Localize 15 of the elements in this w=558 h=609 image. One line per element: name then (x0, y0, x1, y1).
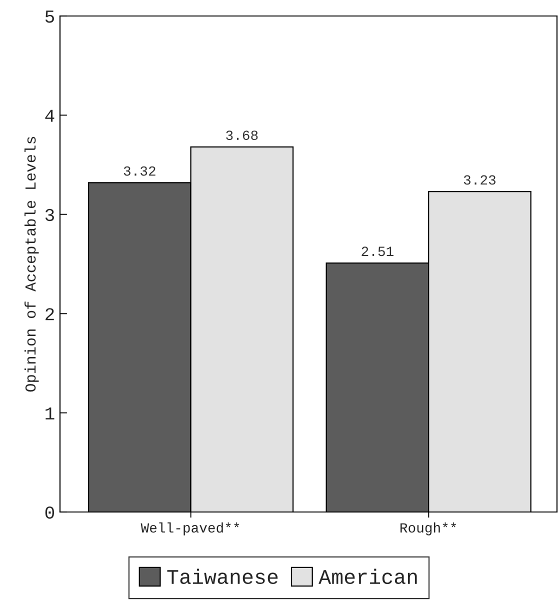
x-tick-label: Well-paved** (140, 522, 240, 536)
y-axis-title: Opinion of Acceptable Levels (24, 136, 39, 392)
data-label: 3.23 (464, 175, 496, 185)
data-label: 3.32 (124, 166, 156, 176)
y-tick-label: 4 (45, 110, 54, 122)
y-tick-label: 2 (46, 308, 54, 320)
x-tick-label: Rough** (400, 522, 456, 536)
data-label: 3.68 (226, 130, 258, 140)
legend-label: Taiwanese (167, 568, 278, 584)
y-tick-label: 5 (45, 10, 54, 23)
data-label: 2.51 (362, 246, 394, 256)
y-tick-label: 3 (45, 208, 54, 222)
y-tick-label: 1 (46, 407, 54, 420)
legend-label: American (318, 568, 417, 584)
y-tick-label: 0 (45, 506, 54, 519)
